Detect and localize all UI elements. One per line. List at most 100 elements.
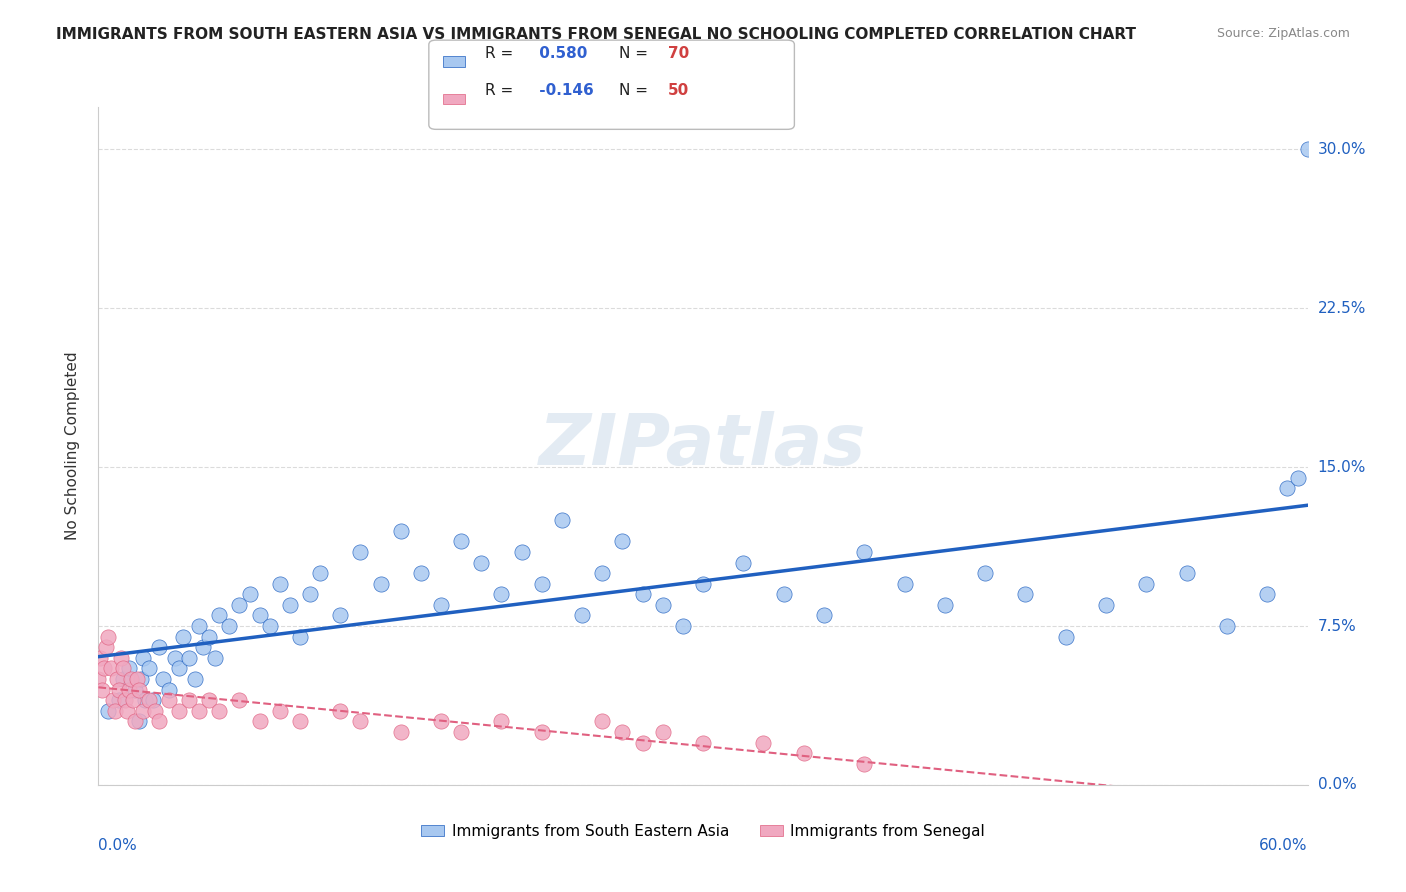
Point	[651, 725, 673, 739]
Text: IMMIGRANTS FROM SOUTH EASTERN ASIA VS IMMIGRANTS FROM SENEGAL NO SCHOOLING COMPL: IMMIGRANTS FROM SOUTH EASTERN ASIA VS IM…	[56, 27, 1136, 42]
Point	[208, 608, 231, 623]
Point	[1014, 587, 1036, 601]
Point	[167, 661, 190, 675]
Point	[228, 693, 250, 707]
Point	[631, 735, 654, 749]
Point	[1286, 471, 1309, 485]
Point	[612, 534, 634, 549]
Point	[269, 704, 291, 718]
Point	[752, 735, 775, 749]
Point	[1296, 142, 1319, 157]
Point	[309, 566, 332, 581]
Point	[115, 704, 138, 718]
Point	[551, 513, 574, 527]
Text: ZIPatlas: ZIPatlas	[540, 411, 866, 481]
Point	[239, 587, 262, 601]
Point	[853, 756, 876, 771]
Point	[172, 630, 194, 644]
Point	[450, 534, 472, 549]
Point	[138, 693, 160, 707]
Point	[204, 651, 226, 665]
Point	[107, 682, 129, 697]
Point	[96, 640, 118, 655]
Point	[97, 704, 120, 718]
Point	[120, 672, 142, 686]
Point	[138, 661, 160, 675]
Point	[105, 672, 128, 686]
Point	[111, 672, 134, 686]
Point	[934, 598, 956, 612]
Point	[288, 714, 311, 729]
Point	[591, 566, 613, 581]
Point	[813, 608, 835, 623]
Point	[110, 651, 132, 665]
Y-axis label: No Schooling Completed: No Schooling Completed	[65, 351, 80, 541]
Point	[530, 725, 553, 739]
Point	[91, 682, 114, 697]
Point	[1175, 566, 1198, 581]
Text: 22.5%: 22.5%	[1317, 301, 1367, 316]
Point	[1256, 587, 1278, 601]
Point	[129, 672, 152, 686]
Text: R =: R =	[485, 46, 519, 61]
Point	[631, 587, 654, 601]
Point	[208, 704, 231, 718]
Point	[692, 735, 714, 749]
Point	[128, 682, 150, 697]
Point	[142, 693, 165, 707]
Point	[152, 672, 174, 686]
Point	[107, 693, 129, 707]
Point	[188, 704, 211, 718]
Point	[89, 651, 111, 665]
Text: 0.580: 0.580	[534, 46, 588, 61]
Point	[1135, 576, 1157, 591]
Point	[692, 576, 714, 591]
Point	[430, 598, 453, 612]
Text: 15.0%: 15.0%	[1317, 459, 1367, 475]
Point	[184, 672, 207, 686]
Point	[591, 714, 613, 729]
Point	[651, 598, 673, 612]
Point	[491, 714, 513, 729]
Point	[974, 566, 997, 581]
Point	[510, 545, 533, 559]
Point	[278, 598, 301, 612]
Point	[148, 640, 170, 655]
Point	[179, 693, 201, 707]
Point	[450, 725, 472, 739]
Point	[1054, 630, 1077, 644]
Point	[389, 524, 412, 538]
Point	[1095, 598, 1118, 612]
Point	[157, 682, 180, 697]
Point	[157, 693, 180, 707]
Point	[143, 704, 166, 718]
Point	[288, 630, 311, 644]
Legend: Immigrants from South Eastern Asia, Immigrants from Senegal: Immigrants from South Eastern Asia, Immi…	[415, 818, 991, 845]
Point	[409, 566, 432, 581]
Point	[111, 661, 134, 675]
Point	[198, 693, 221, 707]
Point	[148, 714, 170, 729]
Point	[198, 630, 221, 644]
Text: R =: R =	[485, 84, 519, 98]
Point	[370, 576, 392, 591]
Point	[121, 693, 143, 707]
Point	[470, 556, 492, 570]
Point	[299, 587, 322, 601]
Text: 50: 50	[668, 84, 689, 98]
Point	[228, 598, 250, 612]
Point	[389, 725, 412, 739]
Point	[132, 704, 155, 718]
Point	[97, 630, 120, 644]
Point	[118, 682, 141, 697]
Point	[329, 704, 352, 718]
Point	[124, 714, 146, 729]
Point	[349, 545, 371, 559]
Point	[134, 693, 156, 707]
Point	[1216, 619, 1239, 633]
Point	[530, 576, 553, 591]
Point	[87, 672, 110, 686]
Point	[491, 587, 513, 601]
Text: 70: 70	[668, 46, 689, 61]
Point	[103, 704, 125, 718]
